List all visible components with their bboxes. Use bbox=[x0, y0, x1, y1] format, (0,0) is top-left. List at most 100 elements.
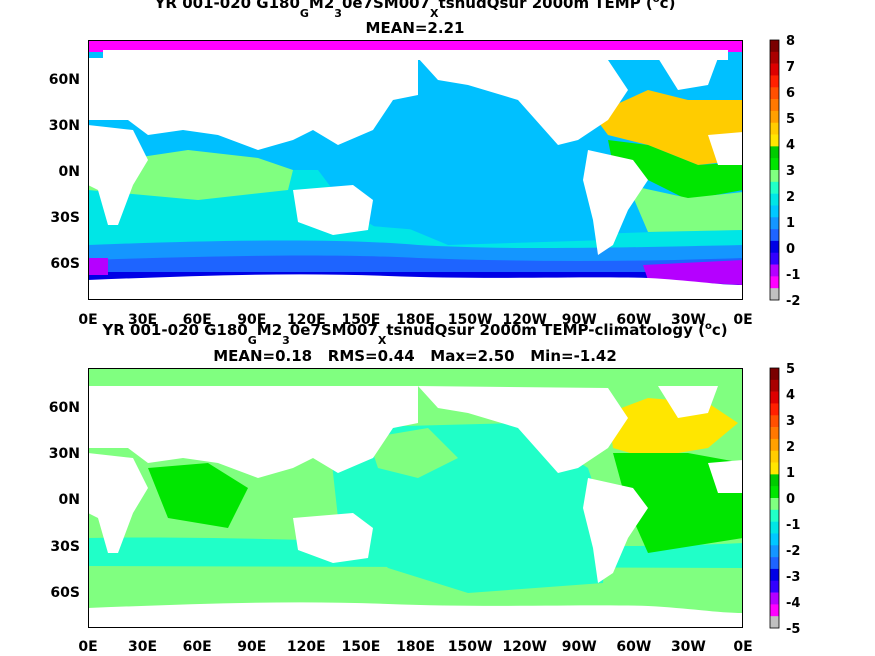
colorbar-cell bbox=[770, 40, 779, 53]
panel2-map bbox=[88, 368, 743, 628]
colorbar-cell bbox=[770, 229, 779, 242]
x-tick-label: 180E bbox=[396, 312, 435, 328]
colorbar-cell bbox=[770, 205, 779, 218]
colorbar-frame bbox=[769, 367, 780, 629]
colorbar-cell bbox=[770, 474, 779, 487]
arctic-diff bbox=[88, 368, 743, 380]
colorbar-label: -1 bbox=[786, 268, 800, 283]
colorbar-cell bbox=[770, 99, 779, 112]
x-tick-label: 120W bbox=[502, 312, 547, 328]
colorbar-cell bbox=[770, 379, 779, 392]
colorbar-cell bbox=[770, 75, 779, 88]
panel1-ytick: 60S bbox=[50, 256, 80, 272]
colorbar-label: -2 bbox=[786, 294, 800, 309]
colorbar-cell bbox=[770, 276, 779, 289]
colorbar-cell bbox=[770, 557, 779, 570]
landmass-africa bbox=[88, 125, 148, 225]
x-tick-label: 0E bbox=[733, 639, 752, 655]
colorbar-label: 8 bbox=[786, 34, 795, 49]
colorbar-label: -5 bbox=[786, 622, 800, 637]
colorbar-cell bbox=[770, 498, 779, 511]
panel-difference: YR 001-020 G180GM230e7SM007XtsnudQsur 20… bbox=[49, 321, 801, 655]
diff-pacific-patch bbox=[368, 428, 458, 478]
colorbar-cell bbox=[770, 217, 779, 230]
colorbar-label: -4 bbox=[786, 596, 800, 611]
x-tick-label: 120W bbox=[502, 639, 547, 655]
colorbar-label: 4 bbox=[786, 138, 795, 153]
panel1-ytick: 60N bbox=[49, 72, 80, 88]
x-tick-label: 120E bbox=[287, 639, 326, 655]
panel2-xticks: 0E 30E 60E 90E 120E 150E 180E 150W 120W 90W 60W 30W… bbox=[78, 639, 752, 655]
x-tick-label: 90W bbox=[562, 312, 597, 328]
x-tick-label: 120E bbox=[287, 312, 326, 328]
panel2-ytick: 60S bbox=[50, 585, 80, 601]
panel2-ytick: 30N bbox=[49, 446, 80, 462]
x-tick-label: 90E bbox=[237, 639, 266, 655]
colorbar-cell bbox=[770, 521, 779, 534]
colorbar-cell bbox=[770, 252, 779, 265]
landmass-australia bbox=[293, 185, 373, 235]
colorbar-cell bbox=[770, 87, 779, 100]
colorbar-cell bbox=[770, 158, 779, 171]
panel1-map bbox=[88, 40, 743, 300]
colorbar-frame bbox=[769, 39, 780, 301]
antarctic-land bbox=[88, 274, 743, 300]
atlantic-north-warm bbox=[593, 90, 743, 165]
panel1-subtitle: MEAN=2.21 bbox=[366, 19, 465, 37]
colorbar-cell bbox=[770, 134, 779, 147]
x-tick-label: 90E bbox=[237, 312, 266, 328]
colorbar-label: 1 bbox=[786, 466, 795, 481]
colorbar-cell bbox=[770, 427, 779, 440]
colorbar-cell bbox=[770, 616, 779, 629]
colorbar-cell bbox=[770, 63, 779, 76]
panel2-colorbar: 5 4 3 2 1 0 -1 -2 -3 -4 -5 bbox=[769, 362, 800, 637]
colorbar-cell bbox=[770, 51, 779, 64]
colorbar-cell bbox=[770, 288, 779, 301]
colorbar-label: 6 bbox=[786, 86, 795, 101]
colorbar-label: 0 bbox=[786, 492, 795, 507]
colorbar-label: 5 bbox=[786, 362, 795, 377]
colorbar-label: 1 bbox=[786, 216, 795, 231]
colorbar-cell bbox=[770, 545, 779, 558]
landmass-africa-west bbox=[708, 460, 743, 493]
panel2-ytick: 0N bbox=[59, 492, 80, 508]
landmass-africa bbox=[88, 453, 148, 553]
x-tick-label: 150E bbox=[342, 639, 381, 655]
x-tick-label: 0E bbox=[733, 312, 752, 328]
colorbar-label: -3 bbox=[786, 570, 800, 585]
colorbar-cell bbox=[770, 368, 779, 381]
panel1-ytick: 30S bbox=[50, 210, 80, 226]
panel-absolute: YR 001-020 G180GM230e7SM007XtsnudQsur 20… bbox=[49, 0, 801, 328]
x-tick-label: 180E bbox=[396, 639, 435, 655]
colorbar-cell bbox=[770, 146, 779, 159]
landmass-greenland bbox=[658, 386, 718, 418]
x-tick-label: 60W bbox=[616, 312, 651, 328]
colorbar-label: 2 bbox=[786, 190, 795, 205]
x-tick-label: 150W bbox=[448, 639, 493, 655]
x-tick-label: 60E bbox=[183, 639, 212, 655]
colorbar-cell bbox=[770, 181, 779, 194]
x-tick-label: 60E bbox=[183, 312, 212, 328]
colorbar-cell bbox=[770, 580, 779, 593]
x-tick-label: 30E bbox=[128, 312, 157, 328]
colorbar-cell bbox=[770, 592, 779, 605]
landmass-eurasia bbox=[88, 58, 418, 150]
antarctic-land-2 bbox=[88, 602, 743, 628]
colorbar-label: -1 bbox=[786, 518, 800, 533]
x-tick-label: 0E bbox=[78, 639, 97, 655]
landmass-africa-west bbox=[708, 132, 743, 165]
diff-indian-warm bbox=[148, 463, 248, 528]
colorbar-cell bbox=[770, 122, 779, 135]
colorbar-label: 0 bbox=[786, 242, 795, 257]
landmass-australia bbox=[293, 513, 373, 563]
panel1-map-frame bbox=[88, 40, 743, 300]
x-tick-label: 30W bbox=[671, 312, 706, 328]
x-tick-label: 0E bbox=[78, 312, 97, 328]
panel1-xticks: 0E 30E 60E 90E 120E 150E 180E 150W 120W 90W 60W 30W… bbox=[78, 312, 752, 328]
panel1-colorbar: 8 7 6 5 4 3 2 1 0 -1 -2 bbox=[769, 34, 800, 309]
colorbar-cell bbox=[770, 415, 779, 428]
atlantic-equator-green bbox=[608, 140, 743, 200]
colorbar-cell bbox=[770, 193, 779, 206]
colorbar-cell bbox=[770, 403, 779, 416]
